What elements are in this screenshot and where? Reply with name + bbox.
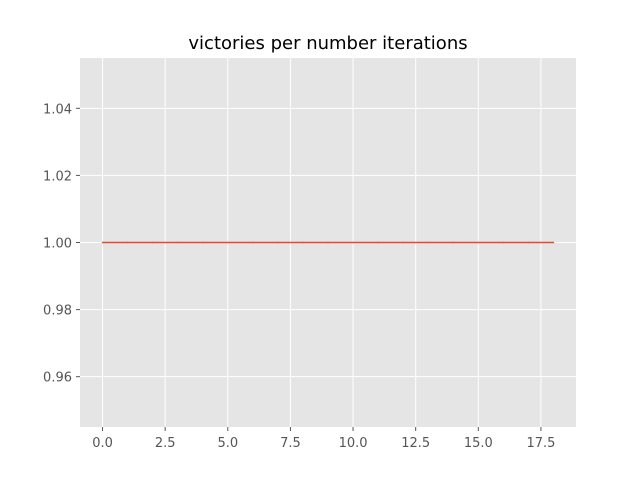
- data-point: [552, 241, 555, 244]
- data-point: [377, 241, 379, 244]
- data-point: [101, 241, 104, 244]
- data-point: [352, 241, 354, 244]
- data-point: [176, 241, 179, 244]
- x-axis: 0.0 2.5 5.0 7.5 10.0 12.5 15.0 17.5: [92, 427, 555, 451]
- data-point: [226, 241, 229, 244]
- y-axis: 0.96 0.98 1.00 1.02 1.04: [43, 102, 80, 386]
- data-point: [502, 241, 505, 244]
- y-tick-label: 1.00: [43, 237, 72, 252]
- data-point: [151, 241, 154, 244]
- x-tick-label: 17.5: [526, 436, 555, 451]
- x-tick-label: 15.0: [464, 436, 493, 451]
- data-point: [452, 241, 455, 244]
- data-point: [327, 241, 329, 244]
- data-point: [402, 241, 404, 244]
- data-point: [527, 241, 530, 244]
- x-tick-label: 0.0: [92, 436, 113, 451]
- x-tick-label: 5.0: [217, 436, 238, 451]
- series-layer: [101, 241, 555, 244]
- data-point: [252, 241, 254, 244]
- x-tick-label: 2.5: [155, 436, 176, 451]
- y-tick-label: 0.98: [43, 304, 72, 319]
- data-point: [302, 241, 304, 244]
- x-tick-label: 10.0: [339, 436, 368, 451]
- data-point: [277, 241, 279, 244]
- y-tick-label: 0.96: [43, 371, 72, 386]
- x-tick-label: 7.5: [280, 436, 301, 451]
- data-point: [477, 241, 480, 244]
- data-point: [126, 241, 129, 244]
- x-tick-label: 12.5: [401, 436, 430, 451]
- y-tick-label: 1.02: [43, 169, 72, 184]
- data-point: [427, 241, 430, 244]
- data-point: [201, 241, 204, 244]
- chart-title: victories per number iterations: [188, 33, 467, 54]
- y-tick-label: 1.04: [43, 102, 72, 117]
